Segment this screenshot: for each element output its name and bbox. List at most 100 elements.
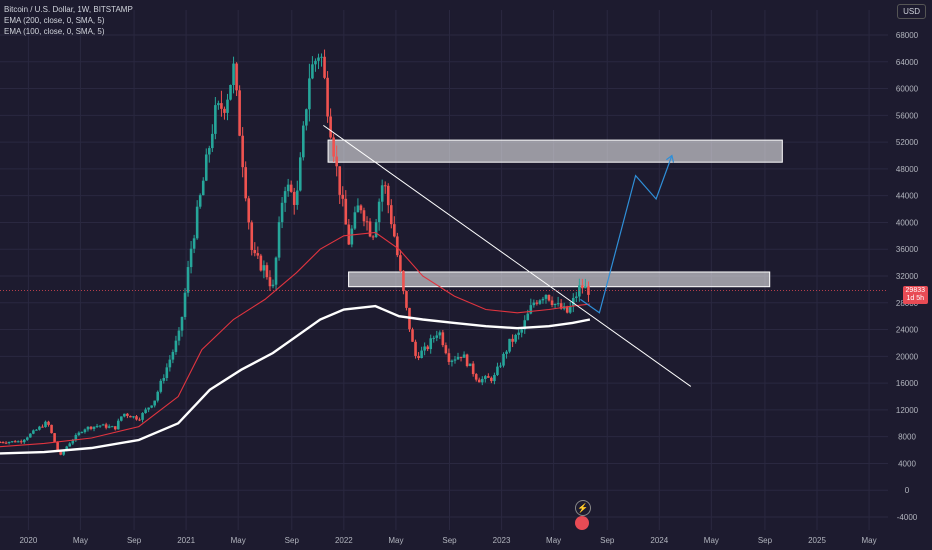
symbol-title[interactable]: Bitcoin / U.S. Dollar, 1W, BITSTAMP: [4, 5, 133, 14]
candle-up: [120, 416, 123, 421]
candle-down: [241, 135, 244, 168]
candle-up: [420, 350, 423, 359]
candle-up: [529, 305, 533, 314]
candle-up: [450, 360, 454, 362]
ema200-legend[interactable]: EMA (200, close, 0, SMA, 5): [4, 16, 105, 25]
candle-up: [456, 356, 460, 360]
candle-down: [265, 265, 269, 278]
x-tick-label: May: [862, 536, 877, 545]
candle-up: [438, 332, 442, 336]
projection-arrowhead: [666, 154, 675, 163]
candle-down: [535, 302, 539, 304]
candle-down: [402, 270, 405, 292]
candle-up: [523, 320, 527, 330]
candle-up: [578, 285, 581, 297]
candle-down: [289, 184, 293, 192]
candle-down: [235, 63, 238, 91]
candle-up: [575, 296, 578, 298]
x-tick-label: 2022: [335, 536, 353, 545]
bar-countdown: 1d 5h: [906, 295, 925, 302]
candle-down: [347, 224, 351, 245]
x-tick-label: 2023: [493, 536, 511, 545]
candle-up: [277, 222, 281, 258]
x-tick-label: 2024: [650, 536, 668, 545]
x-tick-label: May: [231, 536, 246, 545]
y-tick-label: 56000: [896, 111, 919, 120]
candle-down: [371, 236, 375, 238]
candle-down: [253, 250, 257, 254]
candle-up: [356, 205, 360, 213]
candle-down: [138, 419, 141, 421]
y-tick-label: 68000: [896, 31, 919, 40]
candle-up: [320, 56, 323, 58]
candle-up: [68, 443, 72, 447]
ema200-line: [0, 231, 590, 448]
candle-down: [487, 376, 490, 378]
candle-up: [493, 375, 496, 382]
candle-up: [162, 378, 166, 381]
candle-up: [541, 298, 545, 301]
candle-up: [380, 185, 384, 202]
candle-down: [447, 353, 451, 362]
earnings-event-icon[interactable]: [575, 516, 589, 530]
candle-down: [338, 166, 342, 195]
candle-up: [317, 57, 320, 61]
candle-down: [417, 355, 420, 359]
candle-up: [298, 157, 302, 191]
candle-down: [223, 108, 226, 113]
candle-down: [559, 303, 563, 309]
candle-up: [165, 367, 169, 379]
candle-down: [365, 221, 369, 223]
candle-up: [186, 267, 190, 293]
candle-down: [405, 291, 408, 308]
candle-down: [550, 300, 554, 306]
candle-down: [247, 198, 251, 223]
candle-up: [62, 451, 65, 455]
x-tick-label: May: [704, 536, 719, 545]
ema100-legend[interactable]: EMA (100, close, 0, SMA, 5): [4, 27, 105, 36]
currency-button[interactable]: USD: [897, 4, 926, 19]
candle-down: [335, 156, 338, 167]
x-tick-label: Sep: [600, 536, 615, 545]
candle-down: [1, 442, 5, 444]
candle-up: [229, 84, 232, 100]
last-price-tag: 29833 1d 5h: [902, 286, 928, 304]
candle-down: [441, 332, 445, 346]
candle-up: [544, 294, 548, 299]
candle-up: [101, 424, 105, 426]
y-tick-label: 0: [905, 486, 910, 495]
candle-down: [59, 450, 62, 455]
candle-up: [204, 154, 208, 181]
candle-up: [98, 425, 102, 427]
y-tick-label: 44000: [896, 192, 919, 201]
lightning-icon[interactable]: ⚡: [575, 500, 591, 516]
last-price-value: 29833: [905, 287, 925, 294]
candle-down: [19, 441, 23, 443]
candle-down: [393, 224, 396, 237]
candle-up: [198, 195, 202, 207]
candle-up: [532, 302, 536, 306]
candle-down: [220, 103, 223, 109]
candle-up: [110, 426, 114, 428]
x-tick-label: Sep: [442, 536, 457, 545]
y-tick-label: 36000: [896, 245, 919, 254]
candle-up: [192, 238, 196, 249]
candle-down: [565, 306, 569, 313]
candle-up: [217, 103, 220, 106]
candle-up: [22, 439, 26, 443]
x-tick-label: 2025: [808, 536, 826, 545]
candle-up: [211, 133, 214, 149]
candle-up: [314, 60, 317, 65]
candle-up: [350, 228, 354, 245]
x-tick-label: May: [546, 536, 561, 545]
candle-up: [95, 425, 99, 427]
candle-down: [4, 442, 8, 444]
candle-down: [135, 416, 138, 420]
candle-up: [302, 125, 305, 158]
candle-up: [286, 184, 290, 192]
candle-up: [280, 202, 284, 223]
candle-up: [484, 376, 487, 379]
x-tick-label: May: [73, 536, 88, 545]
candle-down: [474, 374, 478, 380]
